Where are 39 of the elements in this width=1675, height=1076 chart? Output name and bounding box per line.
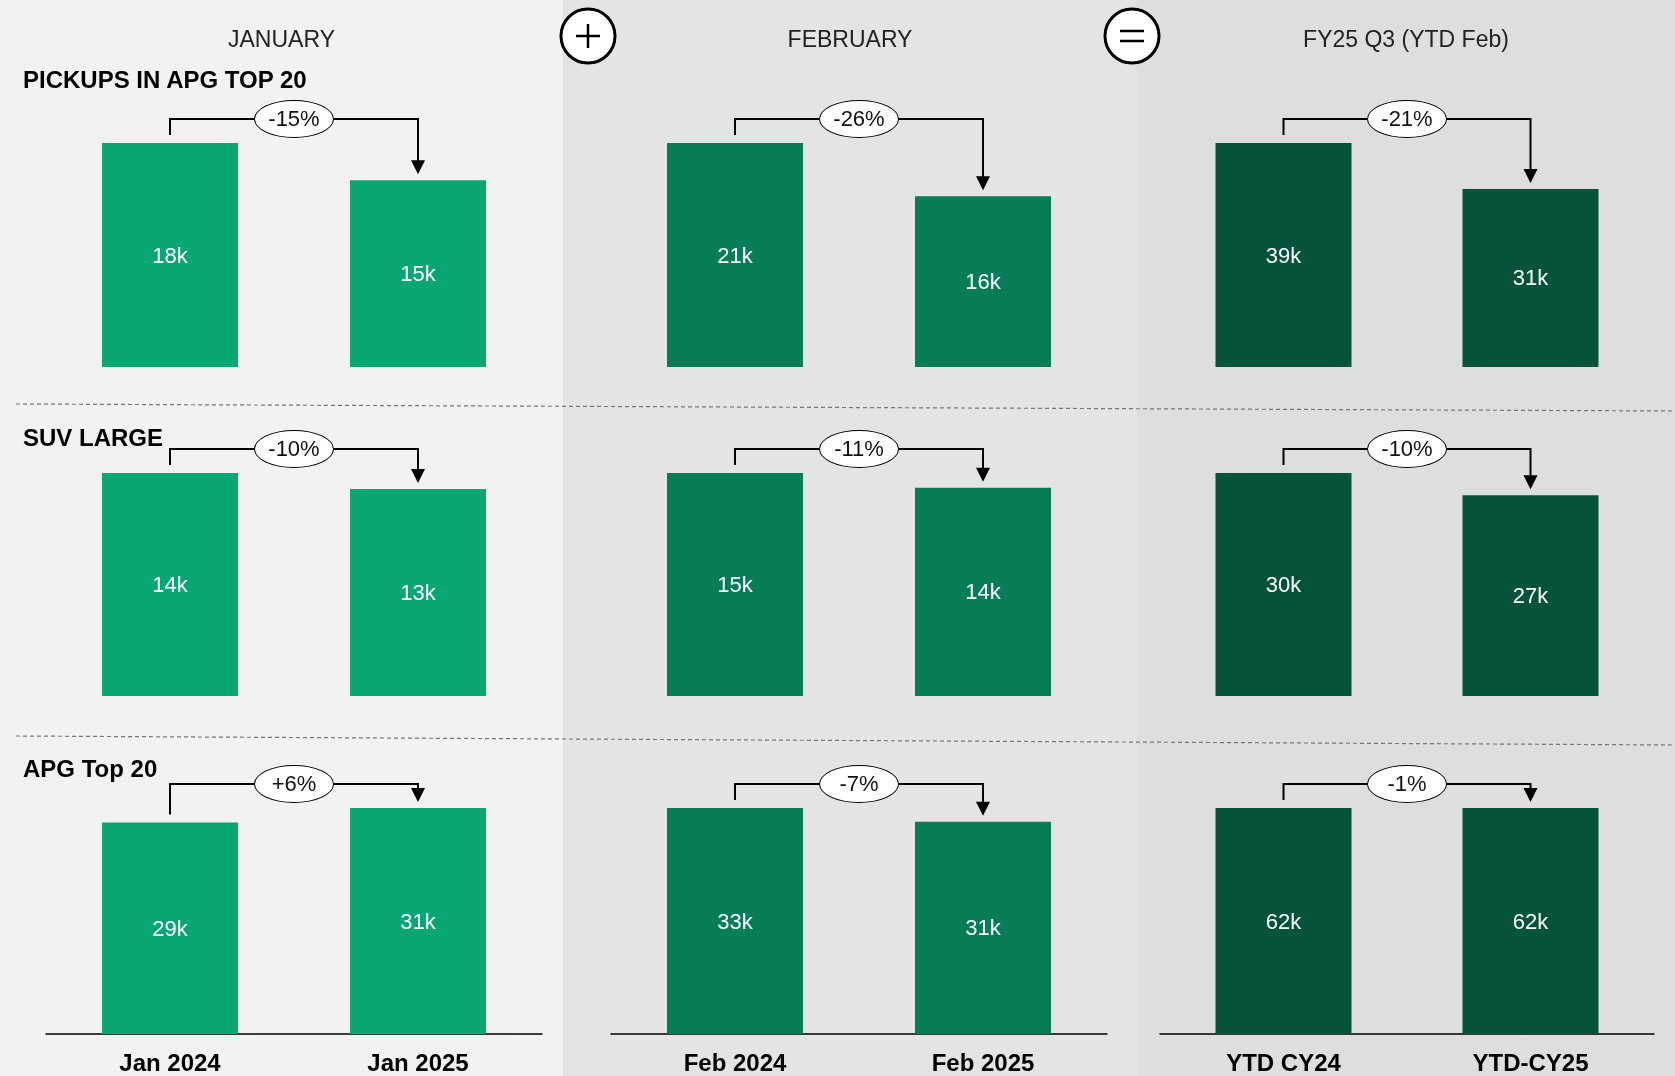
text: -10% bbox=[1367, 430, 1447, 468]
chart-subtitle: PICKUPS IN APG TOP 20 bbox=[23, 65, 307, 93]
data-label: 31k bbox=[1512, 265, 1550, 291]
data-label: 39k bbox=[1265, 242, 1303, 268]
data-label: 27k bbox=[1512, 583, 1550, 609]
data-label: 14k bbox=[965, 579, 1002, 605]
chart-subtitle: APG Top 20 bbox=[23, 754, 158, 782]
data-label: 29k bbox=[152, 915, 189, 941]
text: -10% bbox=[254, 430, 334, 468]
chart-title: FEBRUARY bbox=[787, 25, 913, 52]
x-tick-label: YTD-CY25 bbox=[1472, 1048, 1589, 1076]
x-tick-label: Jan 2024 bbox=[119, 1048, 222, 1076]
text: +6% bbox=[254, 765, 334, 803]
data-label: 21k bbox=[717, 242, 754, 268]
text: -7% bbox=[819, 765, 899, 803]
text: -15% bbox=[254, 100, 334, 138]
text: -11% bbox=[819, 430, 899, 468]
data-label: 31k bbox=[965, 915, 1002, 941]
x-tick-label: Jan 2025 bbox=[367, 1048, 469, 1076]
text: -26% bbox=[819, 100, 899, 138]
data-label: 18k bbox=[152, 242, 189, 268]
data-label: 13k bbox=[400, 579, 437, 605]
data-label: 16k bbox=[965, 269, 1002, 295]
data-label: 15k bbox=[717, 572, 754, 597]
text: -1% bbox=[1367, 765, 1447, 803]
data-label: 33k bbox=[717, 908, 754, 934]
chart-subtitle: SUV LARGE bbox=[23, 423, 164, 451]
x-tick-label: Feb 2024 bbox=[683, 1048, 788, 1076]
data-label: 30k bbox=[1265, 572, 1303, 597]
chart-title: JANUARY bbox=[228, 25, 335, 52]
data-label: 14k bbox=[152, 572, 189, 597]
data-label: 62k bbox=[1512, 908, 1550, 934]
x-tick-label: YTD CY24 bbox=[1226, 1048, 1342, 1076]
x-tick-label: Feb 2025 bbox=[931, 1048, 1035, 1076]
text: -21% bbox=[1367, 100, 1447, 138]
chart-title: FY25 Q3 (YTD Feb) bbox=[1303, 25, 1509, 52]
data-label: 15k bbox=[400, 261, 437, 287]
data-label: 62k bbox=[1265, 908, 1303, 934]
data-label: 31k bbox=[400, 908, 437, 934]
